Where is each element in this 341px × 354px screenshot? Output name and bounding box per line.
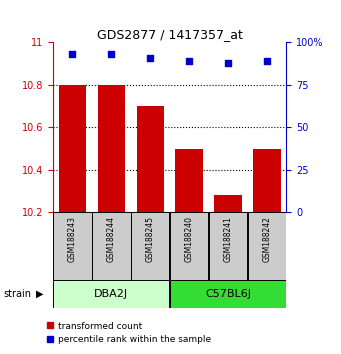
Point (187, 58, 192, 64)
Point (108, 52, 114, 57)
Bar (53, 280, 169, 308)
Bar (170, 280, 286, 308)
Bar (176, 149, 203, 212)
Text: ▶: ▶ (36, 289, 43, 299)
Bar (98, 85, 125, 212)
Text: GSM188243: GSM188243 (68, 216, 77, 262)
Text: GSM188242: GSM188242 (263, 216, 271, 262)
Bar (59, 85, 86, 212)
Point (264, 58, 270, 64)
Text: GSM188241: GSM188241 (224, 216, 233, 262)
Bar (253, 149, 281, 212)
Bar (214, 195, 242, 212)
Legend: transformed count, percentile rank within the sample: transformed count, percentile rank withi… (47, 321, 211, 344)
Bar (53, 212, 92, 280)
Bar (209, 212, 247, 280)
Text: GSM188245: GSM188245 (146, 216, 155, 262)
Bar (92, 212, 131, 280)
Text: strain: strain (3, 289, 31, 299)
Bar (131, 212, 169, 280)
Point (225, 60, 231, 66)
Text: C57BL6J: C57BL6J (205, 289, 251, 299)
Bar (248, 212, 286, 280)
Bar (136, 106, 164, 212)
Text: GSM188244: GSM188244 (107, 216, 116, 262)
Text: DBA2J: DBA2J (94, 289, 128, 299)
Title: GDS2877 / 1417357_at: GDS2877 / 1417357_at (97, 28, 242, 41)
Point (147, 55, 153, 61)
Point (70, 52, 75, 57)
Bar (170, 212, 208, 280)
Text: GSM188240: GSM188240 (184, 216, 194, 262)
